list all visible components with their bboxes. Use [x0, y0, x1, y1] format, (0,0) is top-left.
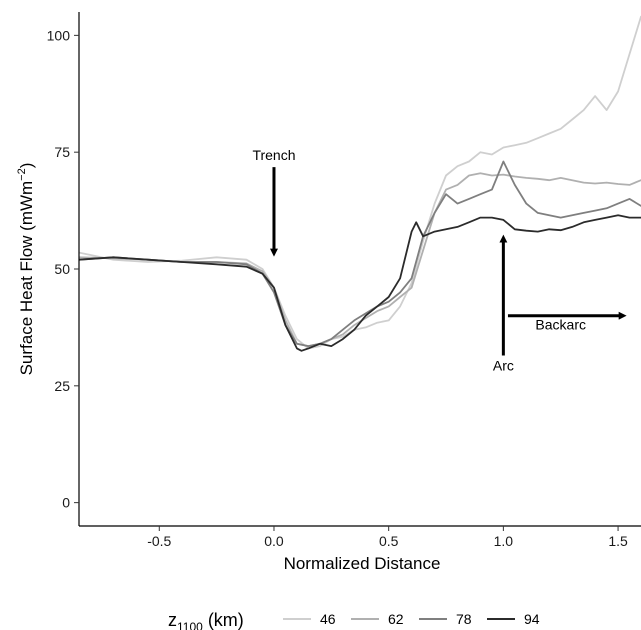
y-tick-label: 25 — [54, 378, 70, 394]
legend-items: 46 62 78 94 — [283, 611, 540, 627]
legend-label-94: 94 — [524, 611, 540, 627]
legend: z1100 (km) 46 62 78 94 — [168, 610, 540, 630]
y-tick-label: 50 — [54, 261, 70, 277]
arc-label: Arc — [493, 357, 514, 373]
series-line-78 — [79, 160, 641, 348]
x-tick-label: 1.5 — [608, 533, 628, 549]
legend-label-46: 46 — [320, 611, 336, 627]
legend-title: z1100 (km) — [168, 610, 244, 630]
y-tick-label: 100 — [47, 27, 71, 43]
series-lines — [79, 15, 641, 352]
x-axis-title: Normalized Distance — [284, 554, 441, 573]
x-tick-label: 0.0 — [264, 533, 284, 549]
trench-label: Trench — [252, 147, 295, 163]
x-tick-label: -0.5 — [147, 533, 171, 549]
backarc-label: Backarc — [535, 317, 586, 333]
y-tick-label: 75 — [54, 144, 70, 160]
x-tick-label: 0.5 — [379, 533, 399, 549]
annotations: Trench Arc Backarc — [252, 147, 627, 373]
x-tick-label: 1.0 — [494, 533, 514, 549]
axes — [78, 12, 641, 527]
series-line-94 — [79, 214, 641, 352]
legend-label-78: 78 — [456, 611, 472, 627]
y-axis-title: Surface Heat Flow (mWm−2) — [16, 163, 36, 376]
y-axis-ticks: 0 25 50 75 100 — [47, 27, 79, 511]
series-line-46 — [79, 15, 641, 350]
legend-label-62: 62 — [388, 611, 404, 627]
x-axis-ticks: -0.5 0.0 0.5 1.0 1.5 — [147, 526, 628, 549]
y-tick-label: 0 — [62, 495, 70, 511]
